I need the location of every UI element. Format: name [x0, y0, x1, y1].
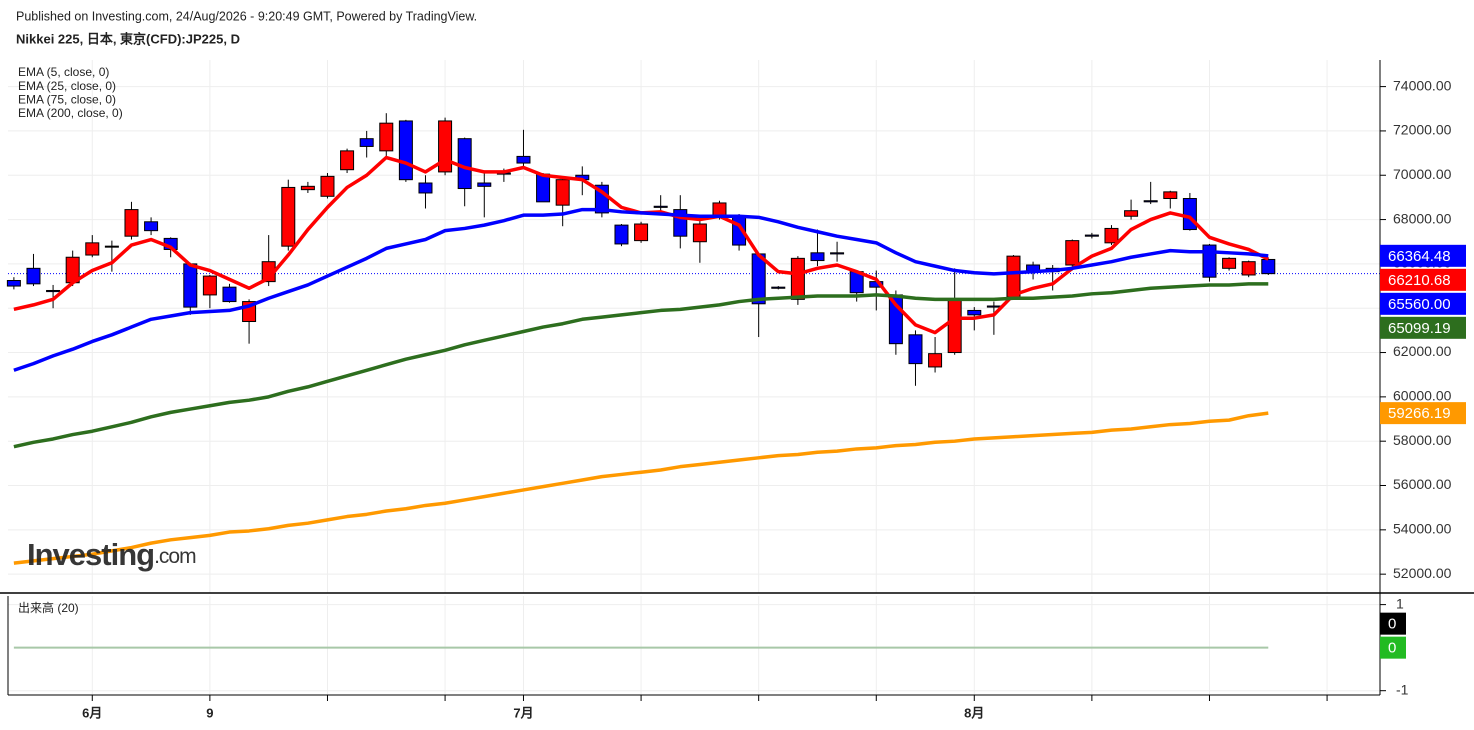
candle-body	[771, 286, 786, 289]
candle-body	[1182, 198, 1197, 231]
logo: Investing.com	[27, 537, 196, 572]
y-tick-label: 1	[1396, 595, 1404, 611]
y-tick-label: 58000.00	[1393, 432, 1452, 448]
logo-suffix: .com	[154, 545, 196, 568]
x-tick-label: 8月	[964, 705, 984, 720]
candle-body	[810, 252, 825, 262]
value-box-label: 0	[1388, 616, 1396, 633]
y-tick-label: 72000.00	[1393, 122, 1452, 138]
candle-body	[1124, 210, 1139, 217]
ema-line	[13, 282, 1269, 449]
candle-body	[555, 179, 570, 206]
candle-body	[634, 223, 649, 242]
candle-body	[398, 120, 413, 181]
value-box	[1380, 292, 1466, 315]
x-tick-label: 9	[206, 705, 213, 720]
legend-entry: EMA (200, close, 0)	[18, 106, 123, 120]
value-box-label: 0	[1388, 640, 1396, 657]
y-tick-label: 74000.00	[1393, 77, 1452, 93]
candle-body	[183, 263, 198, 308]
candle-body	[516, 155, 531, 164]
candle-body	[222, 286, 237, 303]
value-box	[1380, 268, 1466, 291]
value-box	[1380, 244, 1466, 267]
candle-body	[202, 275, 217, 296]
candle-body	[692, 223, 707, 243]
candle-body	[751, 253, 766, 305]
value-box-label: 65560.00	[1388, 296, 1451, 313]
y-tick-label: 52000.00	[1393, 565, 1452, 581]
volume-title: 出来高 (20)	[18, 600, 79, 615]
symbol-title: Nikkei 225, 日本, 東京(CFD):JP225, D	[16, 31, 240, 46]
x-tick-label: 7月	[513, 705, 533, 720]
y-tick-label: 70000.00	[1393, 166, 1452, 182]
candle-body	[536, 173, 551, 203]
candle-body	[1163, 191, 1178, 200]
candle-body	[908, 334, 923, 365]
candle-body	[340, 150, 355, 171]
candle-body	[379, 122, 394, 152]
candle-body	[320, 175, 335, 197]
y-tick-label: 56000.00	[1393, 476, 1452, 492]
candle-body	[281, 186, 296, 247]
logo-name: Investing	[27, 537, 154, 572]
published-note: Published on Investing.com, 24/Aug/2026 …	[16, 9, 477, 23]
candle-body	[418, 182, 433, 194]
candle-body	[124, 209, 139, 237]
value-box	[1380, 612, 1406, 635]
y-tick-label: 60000.00	[1393, 388, 1452, 404]
candle-body	[144, 221, 159, 232]
candle-body	[457, 138, 472, 190]
candle-body	[46, 289, 61, 293]
candle-body	[1222, 257, 1237, 269]
candle-body	[359, 138, 374, 147]
candle-body	[928, 353, 943, 368]
candle-body	[790, 257, 805, 300]
value-box	[1380, 402, 1466, 425]
candle-body	[614, 224, 629, 245]
legend-entry: EMA (75, close, 0)	[18, 92, 116, 106]
candle-body	[1143, 200, 1158, 203]
candle-body	[1084, 234, 1099, 237]
y-tick-label: 68000.00	[1393, 210, 1452, 226]
candle-body	[947, 299, 962, 354]
candle-body	[300, 185, 315, 191]
legend-entry: EMA (5, close, 0)	[18, 65, 109, 79]
value-box-label: 66364.48	[1388, 248, 1451, 265]
candle-body	[477, 182, 492, 187]
candle-body	[1065, 240, 1080, 266]
candle-body	[967, 309, 982, 316]
candle-body	[1261, 258, 1276, 275]
candle-body	[653, 205, 668, 208]
candle-body	[104, 245, 119, 248]
candle-body	[986, 305, 1001, 308]
value-box	[1380, 316, 1466, 339]
x-tick-label: 6月	[82, 705, 102, 720]
candle-body	[1202, 244, 1217, 278]
value-box-label: 66210.68	[1388, 272, 1451, 289]
y-tick-label: -1	[1396, 681, 1409, 697]
candle-body	[26, 267, 41, 285]
value-box	[1380, 636, 1406, 659]
value-box-label: 59266.19	[1388, 405, 1451, 422]
candle-body	[1006, 255, 1021, 298]
y-tick-label: 54000.00	[1393, 521, 1452, 537]
candle-body	[1104, 227, 1119, 244]
candle-body	[6, 280, 21, 287]
y-tick-label: 62000.00	[1393, 343, 1452, 359]
candle-body	[830, 252, 845, 255]
candle-body	[1241, 261, 1256, 276]
ema-line	[13, 411, 1269, 565]
value-box-label: 65099.19	[1388, 320, 1451, 337]
candle-body	[85, 242, 100, 256]
ema-line	[13, 207, 1269, 372]
plot	[6, 113, 1276, 649]
legend-entry: EMA (25, close, 0)	[18, 79, 116, 93]
